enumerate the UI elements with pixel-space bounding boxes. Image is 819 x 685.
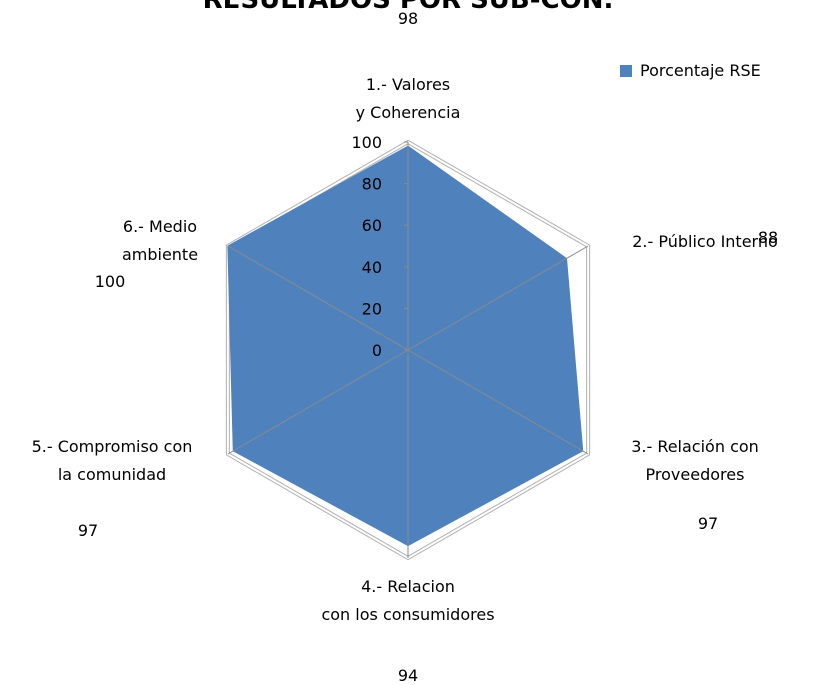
legend-label: Porcentaje RSE: [640, 61, 761, 80]
category-line: 3.- Relación con: [631, 437, 759, 456]
category-line: 6.- Medio: [123, 217, 197, 236]
value-label: 94: [398, 666, 418, 685]
spoke: [407, 349, 589, 455]
category-line: 5.- Compromiso con: [32, 437, 193, 456]
r-tick-label: 80: [362, 175, 382, 194]
r-tick-label: 40: [362, 258, 382, 277]
category-line: 1.- Valores: [366, 75, 450, 94]
r-tick-label: 100: [351, 133, 382, 152]
spoke: [407, 245, 589, 351]
category-label: 4.- Relacion con los consumidores: [321, 577, 494, 624]
category-label: 2.- Público Interno: [632, 232, 778, 251]
category-line: la comunidad: [58, 465, 166, 484]
legend-swatch: [620, 65, 632, 77]
category-label: 3.- Relación con Proveedores: [631, 437, 759, 484]
category-line: 4.- Relacion: [361, 577, 455, 596]
category-label: 5.- Compromiso con la comunidad: [32, 437, 193, 484]
category-line: ambiente: [122, 245, 198, 264]
value-label: 97: [698, 514, 718, 533]
r-tick-label: 0: [372, 341, 382, 360]
chart-title: RESULTADOS POR SUB-CON.: [203, 0, 614, 15]
value-label: 98: [398, 9, 418, 28]
r-tick-label: 20: [362, 299, 382, 318]
r-tick-label: 60: [362, 216, 382, 235]
category-line: Proveedores: [646, 465, 745, 484]
spoke: [227, 245, 409, 351]
value-label: 97: [78, 521, 98, 540]
category-line: y Coherencia: [356, 103, 461, 122]
category-label: 6.- Medio ambiente: [122, 217, 198, 264]
category-label: 1.- Valores y Coherencia: [356, 75, 461, 122]
value-label: 100: [95, 272, 126, 291]
spoke: [227, 349, 409, 455]
category-line: con los consumidores: [321, 605, 494, 624]
value-label: 88: [758, 228, 778, 247]
